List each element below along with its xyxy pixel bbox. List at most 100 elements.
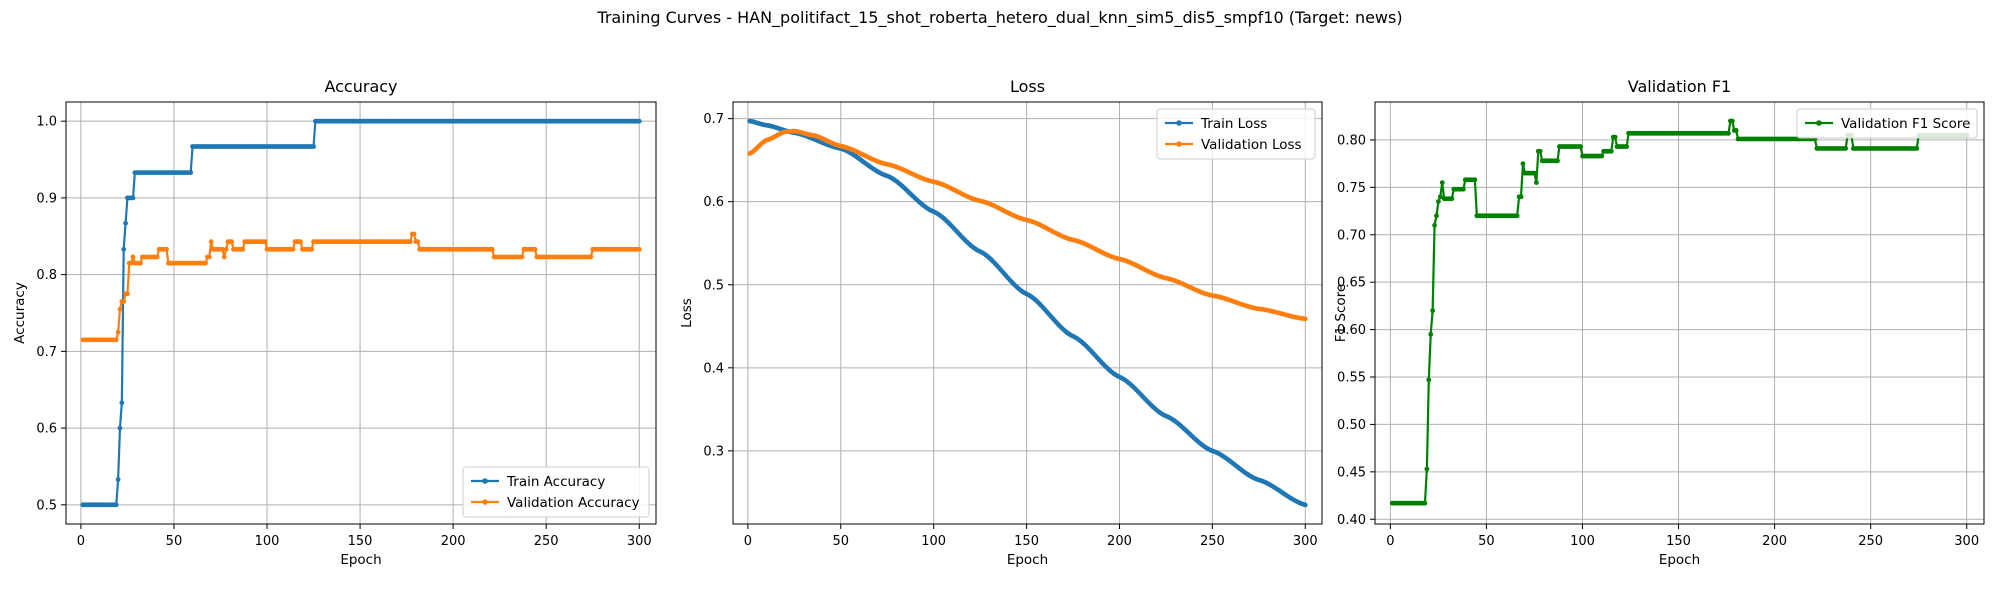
legend-marker (482, 499, 488, 505)
data-point (223, 246, 229, 252)
data-point (1472, 177, 1478, 183)
data-point (415, 239, 421, 245)
data-point (1612, 134, 1618, 140)
figure-title: Training Curves - HAN_politifact_15_shot… (597, 8, 1403, 27)
data-point (1555, 158, 1560, 164)
data-point (164, 246, 169, 252)
data-point (636, 246, 642, 252)
series-validation-loss (747, 128, 1308, 322)
x-tick-label: 300 (627, 534, 652, 549)
x-axis-label: Epoch (340, 552, 381, 568)
data-point (240, 246, 246, 252)
data-point (1532, 170, 1537, 176)
legend: Validation F1 Score (1796, 108, 1978, 139)
chart-title: Accuracy (324, 77, 397, 96)
x-tick-label: 50 (832, 534, 849, 549)
legend-item: Validation Loss (1165, 137, 1302, 153)
x-tick-label: 250 (1858, 534, 1883, 549)
grid-lines (733, 102, 1322, 524)
legend-marker (1176, 141, 1182, 147)
y-tick-label: 0.55 (1337, 371, 1366, 386)
data-point (113, 502, 119, 508)
x-tick-label: 0 (1386, 534, 1394, 549)
data-point (1302, 502, 1308, 508)
y-tick-label: 0.5 (36, 498, 57, 513)
y-tick-label: 1.0 (36, 115, 57, 130)
data-point (1437, 194, 1443, 200)
series-train-loss (747, 118, 1308, 508)
series-line (749, 120, 1306, 506)
data-point (298, 239, 303, 245)
legend-box (1156, 108, 1316, 160)
y-tick-label: 0.75 (1337, 181, 1366, 196)
data-point (219, 246, 225, 252)
data-point (532, 246, 538, 252)
x-tick-label: 0 (744, 534, 752, 549)
x-axis-label: Epoch (1659, 552, 1700, 568)
data-point (1533, 180, 1539, 186)
data-point (1424, 466, 1430, 472)
data-point (206, 254, 212, 260)
data-point (1578, 144, 1583, 149)
data-point (411, 231, 417, 237)
chart-title: Validation F1 (1628, 77, 1731, 96)
legend: Train Loss Validation Loss (1156, 108, 1316, 160)
series-validation-accuracy (80, 231, 642, 343)
data-point (309, 246, 315, 252)
data-point (119, 400, 125, 406)
x-tick-label: 100 (921, 534, 946, 549)
legend-marker (1816, 120, 1822, 126)
legend-item: Train Loss (1165, 116, 1267, 132)
x-tick-label: 300 (1954, 534, 1979, 549)
y-tick-label: 0.40 (1337, 513, 1366, 528)
legend-label: Validation Accuracy (507, 495, 640, 511)
legend-marker (1176, 120, 1182, 126)
data-point (1439, 180, 1445, 186)
y-tick-label: 0.50 (1337, 418, 1366, 433)
data-point (113, 337, 119, 343)
data-point (1422, 500, 1428, 506)
x-axis-label: Epoch (1007, 552, 1048, 568)
y-tick-label: 0.60 (1337, 323, 1366, 338)
y-tick-label: 0.65 (1337, 276, 1366, 291)
x-tick-label: 150 (348, 534, 373, 549)
y-tick-label: 0.4 (703, 361, 724, 376)
y-axis-label: Accuracy (12, 282, 28, 344)
plot-area (1389, 118, 1970, 506)
x-tick-label: 50 (1478, 534, 1495, 549)
data-point (1460, 186, 1466, 192)
legend: Train Accuracy Validation Accuracy (462, 466, 650, 518)
x-tick-label: 250 (534, 534, 559, 549)
legend-label: Validation Loss (1201, 137, 1302, 153)
data-point (188, 170, 194, 175)
chart-panel-2: 0 50 100 150 200 250 300 0.3 0.4 0.5 0.6 0.7 Loss Epo… (679, 77, 1323, 568)
x-tick-label: 50 (166, 534, 183, 549)
data-point (130, 195, 136, 201)
data-point (125, 291, 130, 297)
x-tick-label: 200 (1762, 534, 1787, 549)
legend-box (462, 466, 650, 518)
data-point (1733, 128, 1739, 133)
x-tick-label: 150 (1666, 534, 1691, 549)
y-tick-label: 0.45 (1337, 465, 1366, 480)
series-line (1392, 119, 1967, 505)
data-point (290, 246, 296, 252)
data-point (117, 425, 123, 431)
data-point (229, 239, 235, 245)
data-point (1518, 194, 1524, 200)
data-point (407, 239, 413, 245)
data-point (121, 299, 127, 304)
data-point (203, 260, 208, 266)
y-tick-label: 0.6 (36, 422, 57, 437)
data-point (262, 239, 268, 245)
data-point (1432, 222, 1437, 228)
y-tick-label: 0.3 (703, 444, 724, 459)
legend-label: Validation F1 Score (1841, 116, 1970, 132)
data-point (154, 254, 160, 260)
legend-item: Train Accuracy (471, 474, 605, 490)
y-tick-label: 0.5 (703, 278, 724, 293)
data-point (208, 239, 214, 245)
y-tick-label: 0.9 (36, 191, 57, 206)
data-point (1302, 316, 1308, 322)
